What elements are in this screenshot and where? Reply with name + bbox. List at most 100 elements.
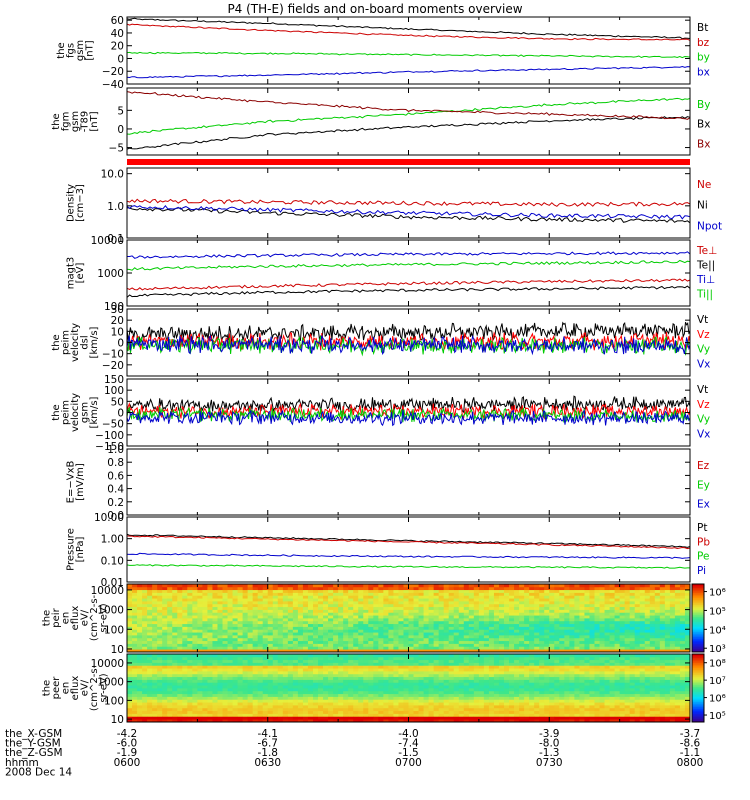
spectrogram-cell [684, 589, 691, 593]
spectrogram-cell [162, 702, 168, 706]
spectrogram-cell [614, 649, 621, 653]
spectrogram-cell [509, 682, 515, 686]
spectrogram-cell [312, 662, 319, 666]
spectrogram-cell [267, 623, 274, 627]
spectrogram-cell [368, 640, 374, 644]
y-axis-label: Density[cm−3] [65, 184, 86, 222]
spectrogram-cell [453, 615, 460, 619]
spectrogram-cell [674, 589, 681, 593]
spectrogram-cell [192, 586, 198, 591]
spectrogram-cell [373, 623, 379, 627]
spectrogram-cell [177, 629, 183, 633]
spectrogram-cell [438, 665, 445, 669]
spectrogram-cell [137, 612, 143, 616]
spectrogram-cell [624, 592, 631, 596]
spectrogram-cell [353, 612, 359, 616]
spectrogram-cell [453, 646, 460, 650]
spectrogram-cell [428, 682, 435, 686]
spectrogram-cell [393, 716, 399, 720]
spectrogram-cell [307, 620, 314, 625]
spectrogram-cell [237, 589, 244, 593]
spectrogram-cell [453, 705, 460, 709]
spectrogram-cell [649, 646, 656, 650]
spectrogram-cell [142, 659, 148, 663]
series-line-Pe [126, 564, 690, 569]
spectrogram-cell [388, 635, 394, 639]
spectrogram-cell [433, 649, 440, 653]
spectrogram-cell [202, 668, 208, 672]
spectrogram-cell [302, 685, 309, 689]
spectrogram-cell [187, 601, 193, 605]
spectrogram-cell [162, 705, 168, 709]
spectrogram-cell [418, 620, 424, 625]
spectrogram-cell [674, 623, 681, 627]
spectrogram-cell [398, 707, 404, 712]
spectrogram-cell [388, 656, 394, 661]
spectrogram-cell [277, 606, 284, 610]
spectrogram-cell [529, 601, 535, 605]
spectrogram-cell [654, 603, 661, 608]
spectrogram-cell [599, 632, 605, 636]
spectrogram-cell [207, 696, 213, 700]
spectrogram-cell [333, 595, 339, 599]
spectrogram-cell [594, 584, 600, 588]
spectrogram-cell [609, 635, 615, 639]
spectrogram-cell [147, 676, 153, 680]
spectrogram-cell [338, 676, 344, 680]
spectrogram-cell [539, 609, 545, 613]
spectrogram-cell [498, 649, 505, 653]
spectrogram-cell [358, 615, 364, 619]
spectrogram-cell [132, 656, 138, 661]
spectrogram-cell [428, 707, 435, 712]
spectrogram-cell [282, 609, 289, 613]
spectrogram-cell [282, 623, 289, 627]
spectrogram-cell [448, 702, 455, 706]
spectrogram-cell [232, 640, 238, 644]
spectrogram-cell [318, 665, 324, 669]
spectrogram-cell [142, 632, 148, 636]
spectrogram-cell [257, 693, 264, 697]
spectrogram-cell [348, 632, 354, 636]
spectrogram-cell [463, 716, 470, 720]
spectrogram-cell [659, 615, 666, 619]
spectrogram-cell [544, 592, 550, 596]
spectrogram-cell [509, 623, 515, 627]
spectrogram-cell [383, 592, 389, 596]
spectrogram-cell [604, 632, 610, 636]
spectrogram-cell [272, 662, 279, 666]
spectrogram-cell [428, 710, 435, 714]
spectrogram-cell [333, 685, 339, 689]
spectrogram-cell [292, 656, 299, 661]
spectrogram-cell [318, 584, 324, 588]
spectrogram-cell [423, 688, 430, 692]
spectrogram-cell [222, 716, 228, 720]
spectrogram-cell [504, 676, 510, 680]
spectrogram-cell [438, 682, 445, 686]
spectrogram-cell [448, 620, 455, 625]
spectrogram-cell [227, 676, 233, 680]
spectrogram-cell [589, 615, 595, 619]
spectrogram-cell [267, 690, 274, 695]
spectrogram-cell [403, 637, 409, 642]
spectrogram-cell [147, 606, 153, 610]
spectrogram-cell [252, 601, 259, 605]
spectrogram-cell [202, 682, 208, 686]
spectrogram-cell [262, 584, 269, 588]
spectrogram-cell [463, 659, 470, 663]
colorbar-cell [692, 646, 704, 650]
spectrogram-cell [393, 705, 399, 709]
spectrogram-cell [584, 592, 590, 596]
spectrogram-cell [232, 592, 238, 596]
spectrogram-cell [282, 640, 289, 644]
spectrogram-cell [669, 640, 676, 644]
spectrogram-cell [604, 646, 610, 650]
spectrogram-cell [272, 688, 279, 692]
y-axis-label-line: gsm [70, 111, 81, 132]
spectrogram-cell [207, 612, 213, 616]
spectrogram-cell [413, 626, 419, 630]
spectrogram-cell [549, 635, 555, 639]
spectrogram-cell [247, 595, 254, 599]
spectrogram-cell [177, 632, 183, 636]
legend-entry: Vx [697, 358, 710, 370]
spectrogram-cell [307, 601, 314, 605]
